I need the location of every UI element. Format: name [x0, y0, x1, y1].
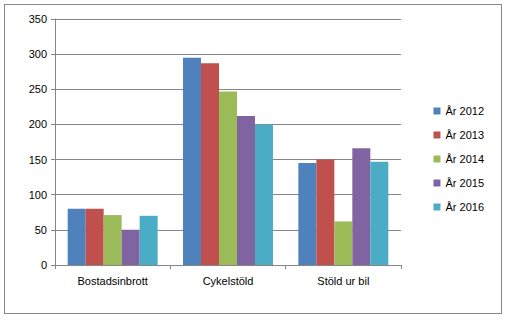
svg-text:150: 150 [29, 154, 47, 166]
svg-text:År 2014: År 2014 [445, 153, 484, 165]
svg-text:År 2015: År 2015 [445, 177, 484, 189]
svg-text:0: 0 [41, 259, 47, 271]
svg-text:Bostadsinbrott: Bostadsinbrott [78, 275, 148, 287]
svg-text:År 2016: År 2016 [445, 201, 484, 213]
svg-text:Cykelstöld: Cykelstöld [203, 275, 254, 287]
svg-text:300: 300 [29, 48, 47, 60]
svg-text:200: 200 [29, 118, 47, 130]
svg-text:Stöld ur bil: Stöld ur bil [317, 275, 369, 287]
svg-text:År 2012: År 2012 [445, 105, 484, 117]
svg-text:År 2013: År 2013 [445, 129, 484, 141]
svg-text:50: 50 [35, 224, 47, 236]
svg-text:350: 350 [29, 13, 47, 25]
svg-text:250: 250 [29, 83, 47, 95]
svg-text:100: 100 [29, 189, 47, 201]
